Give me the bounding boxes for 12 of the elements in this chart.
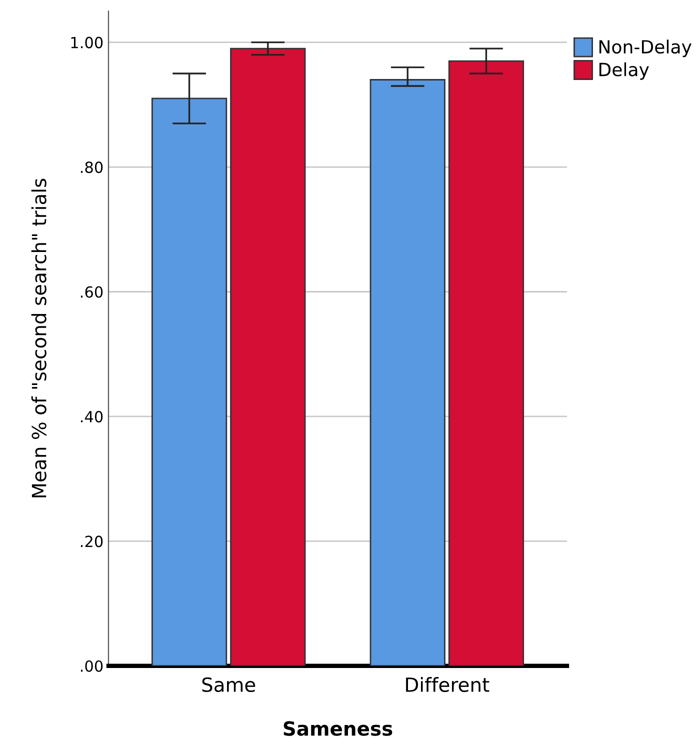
x-tick-label: Different — [406, 676, 490, 692]
y-tick-label: .60 — [80, 286, 103, 298]
legend-label: Non-Delay — [599, 40, 692, 58]
y-tick-label: .00 — [80, 660, 103, 672]
y-tick-label: .80 — [80, 162, 103, 174]
y-tick-label: .20 — [80, 536, 103, 548]
y-tick-label: 1.00 — [71, 36, 103, 48]
legend-label: Delay — [599, 62, 649, 80]
y-tick-label: .40 — [80, 410, 103, 422]
y-axis-title: Mean % of "second search" trials — [31, 178, 46, 498]
x-axis-title: Sameness — [284, 721, 392, 736]
x-tick-label: Same — [202, 677, 256, 692]
